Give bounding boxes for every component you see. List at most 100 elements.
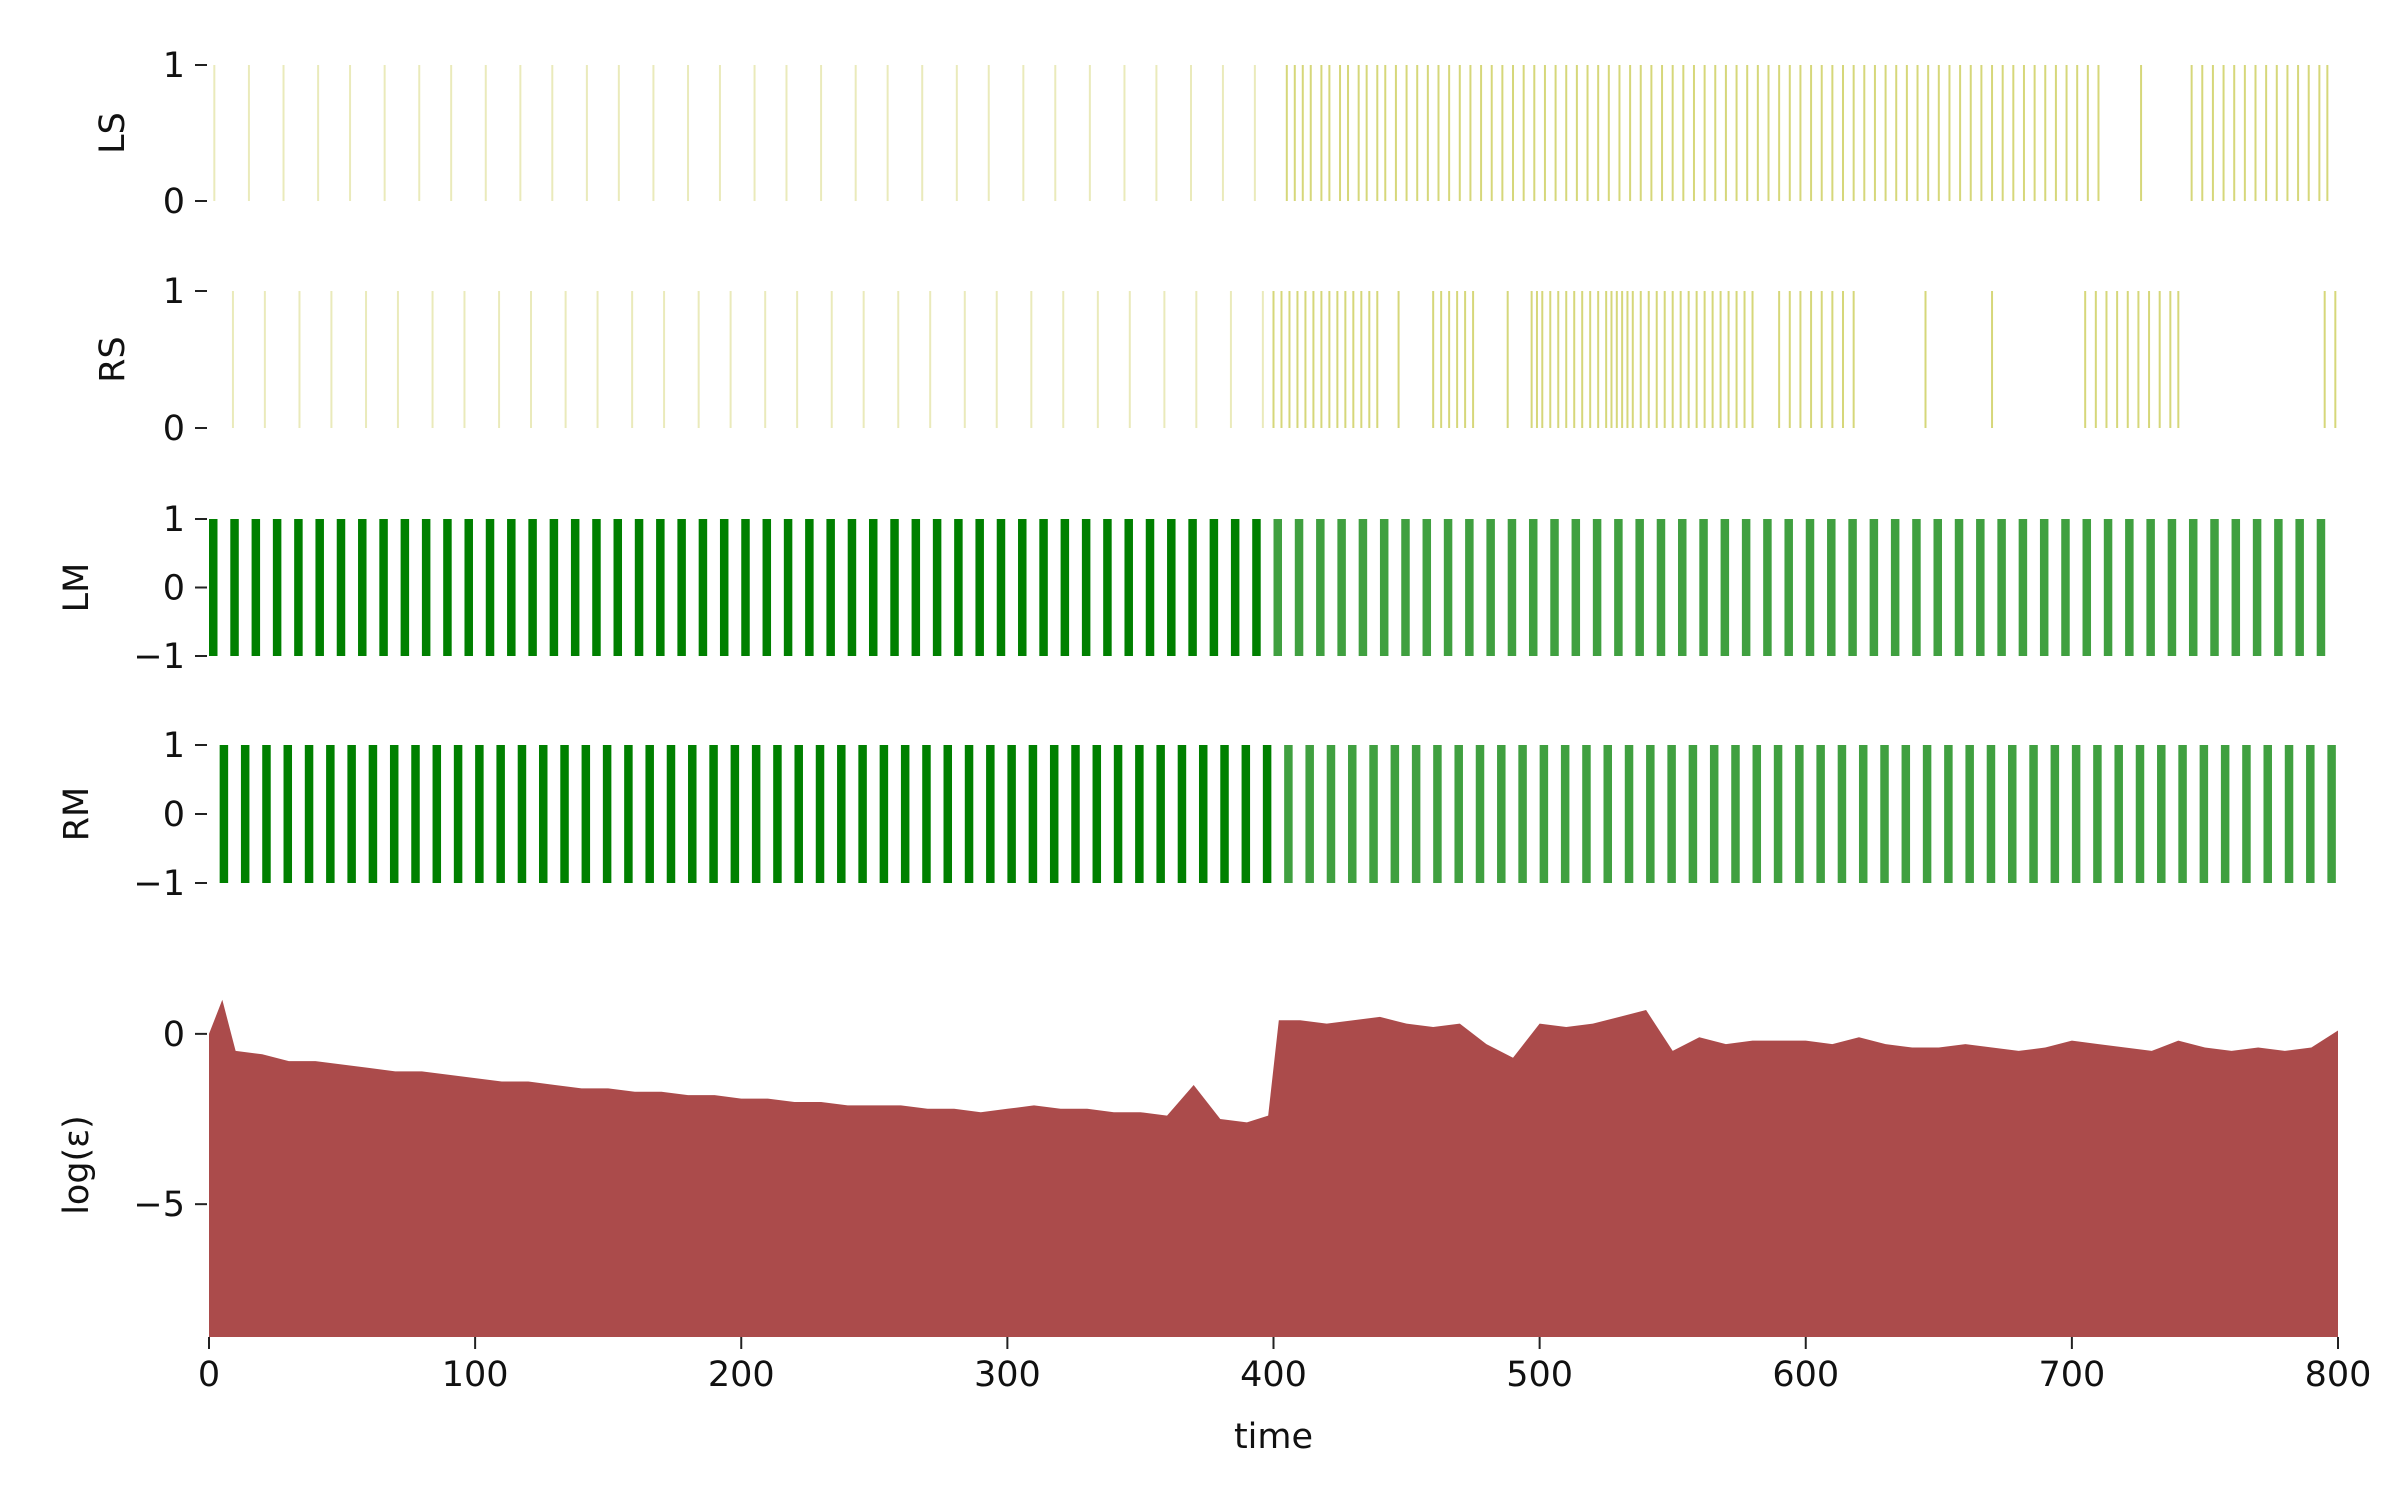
x-tick-label: 700 bbox=[2038, 1355, 2105, 1395]
event-bar bbox=[1858, 745, 1868, 883]
event-bar bbox=[1358, 519, 1368, 656]
event-bar bbox=[922, 745, 931, 883]
event-bar bbox=[1624, 745, 1634, 883]
event-bar bbox=[1709, 745, 1719, 883]
event-bar bbox=[1933, 519, 1942, 656]
event-bar bbox=[666, 745, 676, 883]
y-tick-label: −1 bbox=[133, 637, 185, 677]
event-bar bbox=[996, 519, 1006, 656]
event-bar bbox=[219, 745, 229, 883]
event-bar bbox=[1071, 745, 1080, 883]
event-bar bbox=[368, 745, 378, 883]
event-bar bbox=[1284, 745, 1293, 883]
x-tick-label: 0 bbox=[198, 1355, 220, 1395]
event-bar bbox=[1869, 519, 1879, 656]
event-bar bbox=[1433, 745, 1442, 883]
event-bar bbox=[1092, 745, 1102, 883]
event-bar bbox=[443, 519, 452, 656]
event-bar bbox=[2082, 519, 2092, 656]
event-bar bbox=[453, 745, 463, 883]
event-bar bbox=[2295, 519, 2304, 656]
event-bar bbox=[1539, 745, 1549, 883]
event-bar bbox=[272, 519, 282, 656]
event-bar bbox=[1965, 745, 1974, 883]
event-bar bbox=[2327, 745, 2336, 883]
event-bar bbox=[2103, 519, 2113, 656]
event-bar bbox=[1614, 519, 1623, 656]
event-bar bbox=[1422, 519, 1432, 656]
event-bar bbox=[1305, 745, 1314, 883]
event-bar bbox=[2242, 745, 2251, 883]
event-bar bbox=[1337, 519, 1346, 656]
event-bar bbox=[1230, 519, 1240, 656]
event-bar bbox=[1465, 519, 1474, 656]
event-bar bbox=[1411, 745, 1421, 883]
event-bar bbox=[496, 745, 505, 883]
event-bar bbox=[1528, 519, 1538, 656]
event-bar bbox=[1816, 745, 1825, 883]
event-bar bbox=[1369, 745, 1378, 883]
event-bar bbox=[2274, 519, 2283, 656]
event-bar bbox=[1188, 519, 1197, 656]
event-bar bbox=[1986, 745, 1996, 883]
event-bar bbox=[964, 745, 974, 883]
event-bar bbox=[347, 745, 356, 883]
event-bar bbox=[1997, 519, 2006, 656]
event-bar bbox=[1646, 745, 1655, 883]
y-tick-label: 0 bbox=[163, 795, 185, 835]
event-bar bbox=[336, 519, 346, 656]
event-bar bbox=[1028, 745, 1038, 883]
event-bar bbox=[1795, 745, 1804, 883]
event-bar bbox=[1603, 745, 1612, 883]
y-tick-label: 1 bbox=[163, 726, 185, 766]
event-bar bbox=[677, 519, 686, 656]
event-bar bbox=[326, 745, 335, 883]
event-bar bbox=[815, 745, 825, 883]
event-bar bbox=[2114, 745, 2123, 883]
event-bar bbox=[1124, 519, 1133, 656]
event-bar bbox=[240, 745, 250, 883]
event-bar bbox=[1262, 745, 1272, 883]
event-bar bbox=[1241, 745, 1251, 883]
event-bar bbox=[1486, 519, 1495, 656]
event-bar bbox=[1741, 519, 1751, 656]
event-bar bbox=[624, 745, 633, 883]
event-bar bbox=[954, 519, 963, 656]
event-bar bbox=[1497, 745, 1506, 883]
event-bar bbox=[1113, 745, 1123, 883]
event-bar bbox=[2135, 745, 2145, 883]
event-bar bbox=[1156, 745, 1165, 883]
event-bar bbox=[1773, 745, 1783, 883]
event-bar bbox=[581, 745, 591, 883]
event-bar bbox=[1018, 519, 1027, 656]
event-bar bbox=[1326, 745, 1336, 883]
event-bar bbox=[464, 519, 473, 656]
event-bar bbox=[773, 745, 782, 883]
event-bar bbox=[1763, 519, 1772, 656]
event-bar bbox=[1273, 519, 1282, 656]
event-bar bbox=[1880, 745, 1889, 883]
panel: −5 0 log(ε) 0 100 200 300 400 500 600 700 800 time bbox=[57, 999, 2372, 1457]
event-bar bbox=[570, 519, 580, 656]
event-bar bbox=[592, 519, 601, 656]
y-axis-label: RS bbox=[93, 336, 133, 383]
x-tick-label: 500 bbox=[1506, 1355, 1573, 1395]
event-bar bbox=[730, 745, 740, 883]
event-bar bbox=[1560, 745, 1570, 883]
event-bar bbox=[358, 519, 367, 656]
event-bar bbox=[1827, 519, 1836, 656]
event-bar bbox=[868, 519, 878, 656]
x-axis-label: time bbox=[1234, 1417, 1313, 1457]
x-tick-label: 800 bbox=[2305, 1355, 2372, 1395]
event-bar bbox=[475, 745, 484, 883]
event-bar bbox=[900, 745, 910, 883]
event-bar bbox=[709, 745, 718, 883]
event-bar bbox=[1837, 745, 1847, 883]
event-bar bbox=[1944, 745, 1953, 883]
event-bar bbox=[1731, 745, 1740, 883]
event-bar bbox=[1060, 519, 1070, 656]
event-bar bbox=[1518, 745, 1527, 883]
event-bar bbox=[262, 745, 271, 883]
